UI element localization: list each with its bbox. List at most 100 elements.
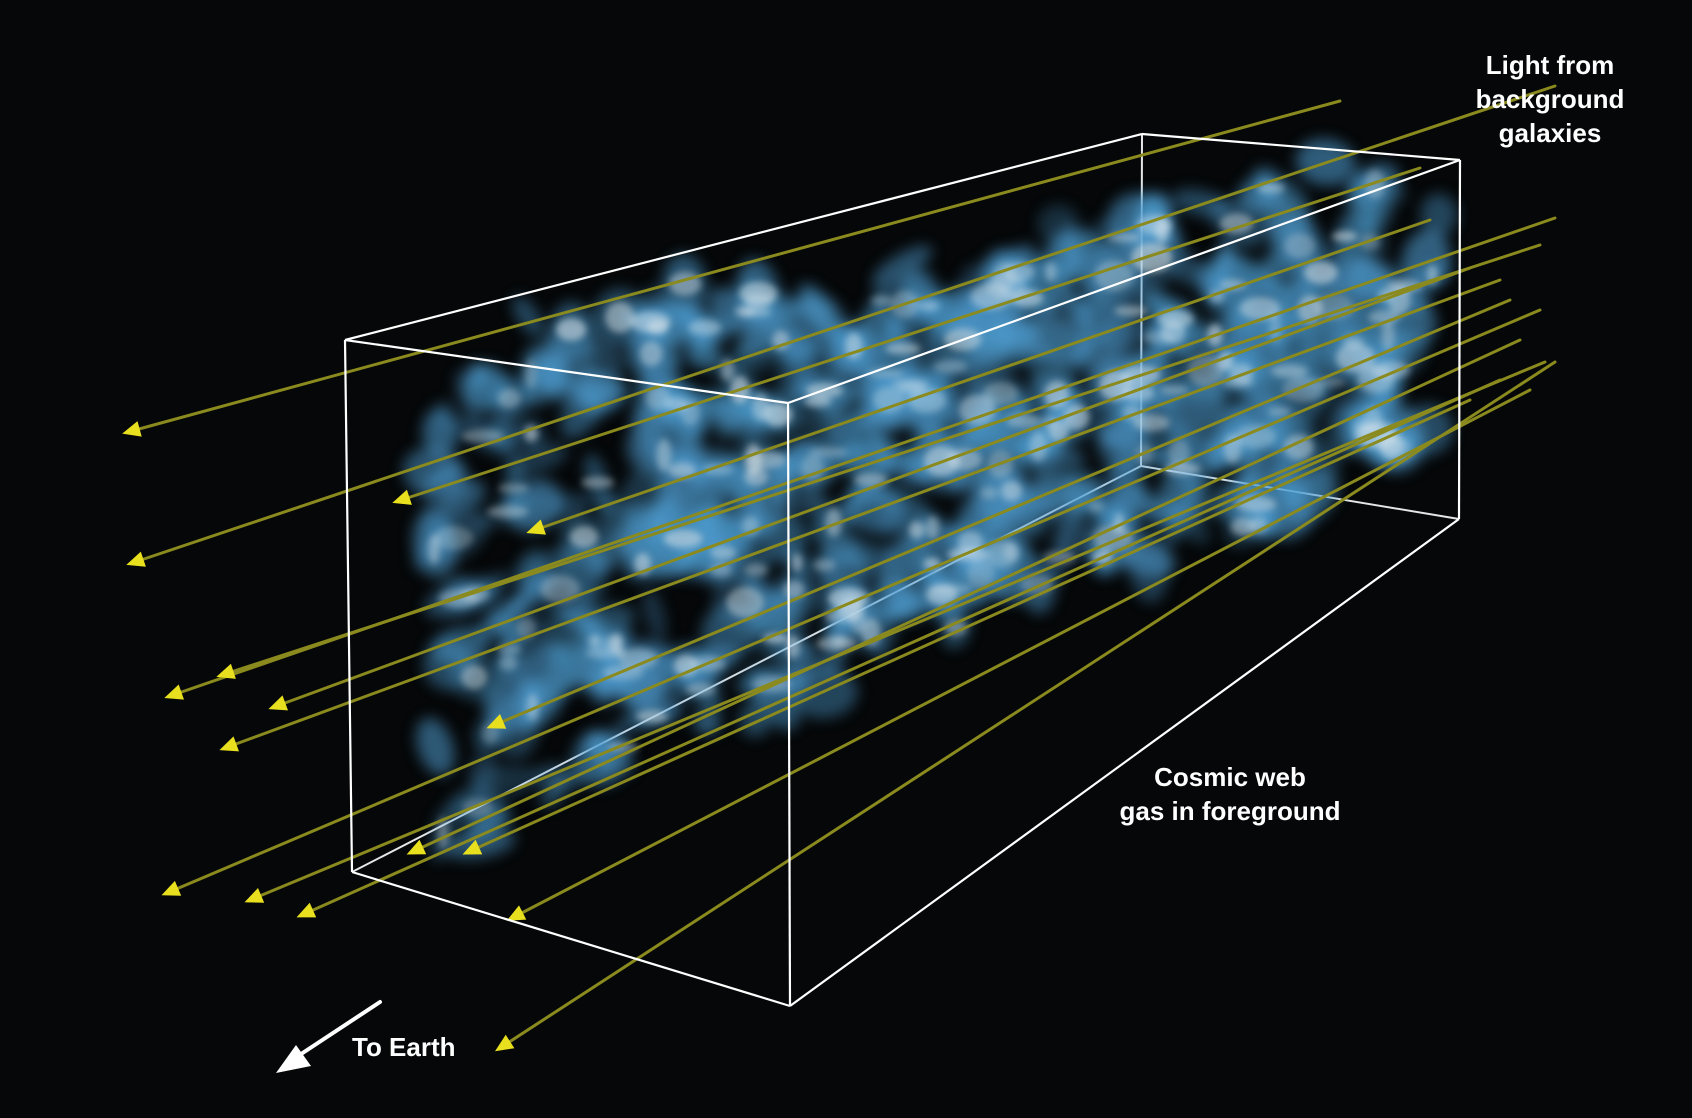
gas-core (1088, 501, 1104, 513)
box-edge (786, 402, 792, 1007)
gas-blob (642, 587, 667, 640)
gas-core (1094, 260, 1134, 291)
gas-core (1159, 385, 1189, 395)
box-edge (344, 338, 789, 405)
gas-core (907, 388, 947, 413)
gas-core (744, 293, 774, 308)
gas-core (1239, 297, 1281, 321)
gas-core (540, 575, 580, 603)
gas-core (1342, 335, 1364, 349)
light-ray (122, 99, 1342, 437)
gas-core (487, 505, 529, 518)
gas-blob (1223, 276, 1242, 341)
triangle-arrowhead-icon (219, 736, 239, 752)
gas-blob (1061, 291, 1094, 318)
gas-core (610, 633, 624, 655)
gas-blob (881, 595, 931, 623)
gas-core (1271, 364, 1308, 378)
box-edge (1141, 132, 1461, 162)
gas-core (1304, 261, 1338, 284)
gas-core (499, 655, 518, 671)
gas-core (1284, 233, 1316, 259)
gas-blob (686, 336, 719, 369)
light-ray (486, 298, 1512, 729)
gas-blob (1054, 517, 1093, 559)
gas-blob (532, 764, 588, 789)
gas-core (967, 558, 995, 590)
gas-blob (711, 394, 745, 440)
gas-blob (1420, 193, 1458, 237)
gas-core (703, 464, 733, 475)
gas-core (891, 378, 930, 390)
light-ray (219, 278, 1502, 752)
gas-core (1029, 431, 1047, 462)
box-edge (343, 339, 354, 873)
gas-core (1219, 279, 1247, 291)
light-ray (392, 166, 1422, 505)
gas-core (762, 633, 788, 644)
gas-core (944, 619, 968, 636)
gas-blob (1026, 495, 1054, 540)
triangle-arrowhead-icon (216, 663, 236, 679)
light-ray (126, 84, 1557, 567)
gas-core (588, 634, 602, 648)
light-rays (122, 84, 1557, 1052)
gas-core (808, 447, 848, 458)
to-earth-label: To Earth (352, 1032, 456, 1062)
gas-core (617, 648, 658, 669)
gas-core (1099, 370, 1133, 401)
gas-core (1219, 213, 1254, 234)
gas-blob (432, 401, 455, 424)
gas-core (1048, 420, 1069, 443)
gas-blob (738, 702, 771, 738)
gas-core (1003, 541, 1019, 562)
gas-blob (512, 295, 544, 338)
gas-core (1370, 361, 1411, 379)
gas-blob (1352, 192, 1386, 247)
gas-blob (872, 245, 933, 287)
gas-core (925, 515, 940, 540)
gas-core (816, 636, 857, 651)
gas-core (909, 521, 925, 539)
triangle-arrowhead-icon (392, 489, 412, 505)
gas-core (497, 483, 529, 494)
gas-core (959, 394, 996, 426)
triangle-arrowhead-icon (161, 880, 182, 896)
gas-core (516, 617, 537, 639)
triangle-arrowhead-icon (462, 839, 483, 855)
triangle-arrowhead-icon (244, 888, 265, 903)
gas-core (980, 486, 999, 500)
gas-core (668, 462, 697, 479)
gas-core (569, 526, 599, 548)
gas-core (1133, 414, 1170, 432)
gas-blob (424, 463, 464, 491)
triangle-arrowhead-icon (495, 1034, 515, 1052)
gas-blob (798, 590, 831, 615)
gas-core (1257, 182, 1285, 194)
triangle-arrowhead-icon (122, 421, 142, 437)
gas-core (1000, 480, 1022, 501)
gas-core (1106, 232, 1142, 243)
gas-core (639, 341, 663, 367)
gas-core (763, 402, 793, 427)
gas-core (524, 358, 537, 389)
gas-core (1114, 305, 1148, 317)
gas-blob (444, 828, 516, 860)
gas-core (647, 319, 668, 335)
triangle-arrowhead-icon (526, 519, 546, 535)
gas-core (434, 526, 474, 550)
gas-core (800, 455, 824, 482)
gas-core (885, 342, 921, 355)
gas-core (1268, 406, 1291, 417)
gas-core (461, 664, 488, 690)
triangle-arrowhead-icon (164, 684, 184, 700)
cosmic-web-gas-label: Cosmic web gas in foreground (1119, 762, 1341, 826)
light-ray (268, 266, 1472, 711)
light-from-background-galaxies-label: Light from background galaxies (1475, 50, 1625, 148)
gas-core (813, 559, 836, 572)
gas-core (688, 319, 722, 336)
triangle-arrowhead-icon (406, 839, 427, 855)
gas-core (926, 584, 958, 606)
gas-core (656, 438, 672, 472)
light-ray (161, 308, 1542, 896)
